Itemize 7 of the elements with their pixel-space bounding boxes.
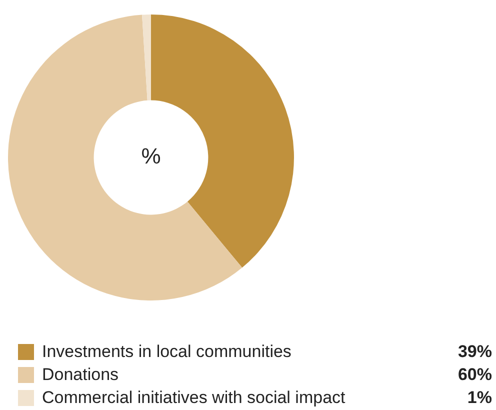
legend-label: Investments in local communities xyxy=(42,342,292,362)
data-label: 39% xyxy=(458,342,492,362)
data-label: 60% xyxy=(458,364,492,384)
text: % xyxy=(141,144,161,169)
legend-label: Commercial initiatives with social impact xyxy=(42,388,346,408)
data-label: 1% xyxy=(467,388,492,408)
legend-label: Donations xyxy=(42,364,120,384)
